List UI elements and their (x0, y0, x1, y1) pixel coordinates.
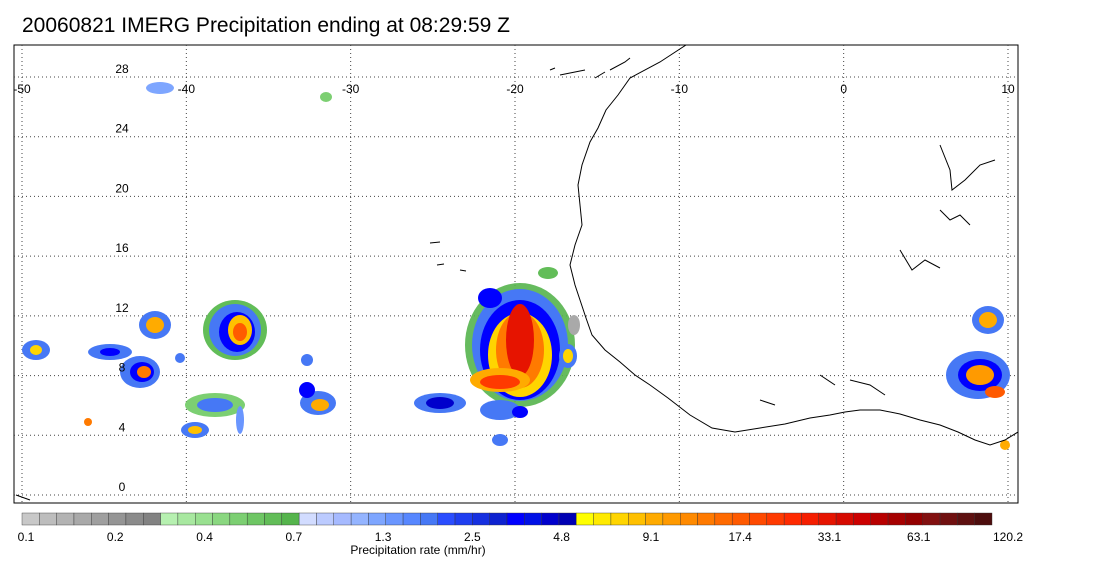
lat-tick-label: 28 (115, 62, 129, 76)
lat-tick-label: 8 (119, 361, 126, 375)
colorbar-swatch (316, 512, 334, 526)
lon-tick-label: 0 (840, 82, 847, 96)
colorbar-swatch (887, 512, 906, 526)
lon-tick-label: -40 (178, 82, 196, 96)
storm-cluster-central (414, 267, 577, 446)
colorbar-swatch (905, 512, 923, 526)
colorbar-swatch (939, 512, 958, 526)
colorbar-swatch (91, 512, 109, 526)
colorbar-swatch (195, 512, 213, 526)
colorbar-swatch (212, 512, 231, 526)
colorbar (21, 512, 993, 526)
colorbar-swatch (472, 512, 490, 526)
colorbar-swatch (610, 512, 629, 526)
colorbar-tick-label: 1.3 (375, 530, 392, 544)
lon-tick-label: 10 (1001, 82, 1015, 96)
colorbar-swatch (177, 512, 196, 526)
colorbar-swatch (853, 512, 871, 526)
colorbar-swatch (437, 512, 456, 526)
colorbar-swatch (697, 512, 716, 526)
colorbar-swatch (489, 512, 508, 526)
colorbar-swatch (264, 512, 283, 526)
colorbar-swatch (576, 512, 594, 526)
colorbar-swatch (593, 512, 612, 526)
colorbar-swatch (385, 512, 404, 526)
colorbar-swatch (783, 512, 802, 526)
colorbar-tick-label: 63.1 (907, 530, 931, 544)
colorbar-swatch (541, 512, 560, 526)
colorbar-swatch (160, 512, 179, 526)
colorbar-swatch (801, 512, 819, 526)
colorbar-tick-label: 0.1 (18, 530, 35, 544)
colorbar-swatch (350, 512, 369, 526)
colorbar-swatch (56, 512, 75, 526)
lat-tick-label: 16 (115, 241, 129, 255)
axis-labels: -50 -40 -30 -20 -10 0 10 28 24 20 16 12 8 4 0 (13, 62, 1015, 494)
colorbar-swatch (298, 512, 317, 526)
colorbar-swatch (333, 512, 352, 526)
graticule (14, 45, 1018, 503)
colorbar-swatch (281, 512, 300, 526)
colorbar-tick-label: 0.7 (285, 530, 302, 544)
colorbar-swatch (143, 512, 161, 526)
map-title: 20060821 IMERG Precipitation ending at 0… (22, 14, 510, 37)
colorbar-swatch (818, 512, 837, 526)
colorbar-tick-label: 9.1 (643, 530, 660, 544)
colorbar-swatch (628, 512, 646, 526)
colorbar-label: Precipitation rate (mm/hr) (350, 543, 485, 557)
lat-tick-label: 20 (115, 181, 129, 195)
colorbar-tick-label: 4.8 (553, 530, 570, 544)
lat-tick-label: 12 (115, 301, 129, 315)
storm-cluster-west (22, 82, 336, 438)
colorbar-swatch (21, 512, 40, 526)
colorbar-tick-label: 120.2 (993, 530, 1023, 544)
storm-cluster-east (568, 306, 1010, 450)
colorbar-tick-labels: 0.1 0.2 0.4 0.7 1.3 2.5 4.8 9.1 17.4 33.1 63.1 120.… (18, 530, 1024, 544)
colorbar-swatch (835, 512, 854, 526)
lon-tick-label: -20 (506, 82, 524, 96)
colorbar-swatch (125, 512, 144, 526)
colorbar-tick-label: 0.4 (196, 530, 213, 544)
colorbar-swatch (73, 512, 92, 526)
colorbar-swatch (870, 512, 889, 526)
colorbar-swatch (454, 512, 473, 526)
colorbar-swatch (766, 512, 785, 526)
colorbar-swatch (974, 512, 993, 526)
colorbar-swatch (662, 512, 681, 526)
colorbar-swatch (402, 512, 421, 526)
colorbar-swatch (108, 512, 127, 526)
colorbar-swatch (922, 512, 941, 526)
colorbar-tick-label: 33.1 (818, 530, 842, 544)
coastline (15, 45, 1018, 501)
colorbar-swatch (558, 512, 577, 526)
map-frame (13, 44, 1019, 504)
colorbar-swatch (714, 512, 733, 526)
colorbar-tick-label: 17.4 (729, 530, 753, 544)
colorbar-swatch (645, 512, 664, 526)
colorbar-tick-label: 0.2 (107, 530, 124, 544)
colorbar-swatch (229, 512, 248, 526)
colorbar-tick-label: 2.5 (464, 530, 481, 544)
colorbar-swatch (39, 512, 57, 526)
lon-tick-label: -10 (671, 82, 689, 96)
colorbar-swatch (524, 512, 542, 526)
lon-tick-label: -30 (342, 82, 360, 96)
lat-tick-label: 0 (119, 480, 126, 494)
colorbar-swatch (506, 512, 525, 526)
colorbar-swatch (246, 512, 265, 526)
colorbar-swatch (731, 512, 750, 526)
lat-tick-label: 24 (115, 122, 129, 136)
colorbar-swatch (680, 512, 698, 526)
colorbar-swatch (957, 512, 975, 526)
colorbar-swatch (749, 512, 768, 526)
precipitation-field (22, 82, 1010, 450)
lon-tick-label: -50 (13, 82, 31, 96)
colorbar-swatch (420, 512, 438, 526)
colorbar-swatch (368, 512, 386, 526)
lat-tick-label: 4 (119, 420, 126, 434)
